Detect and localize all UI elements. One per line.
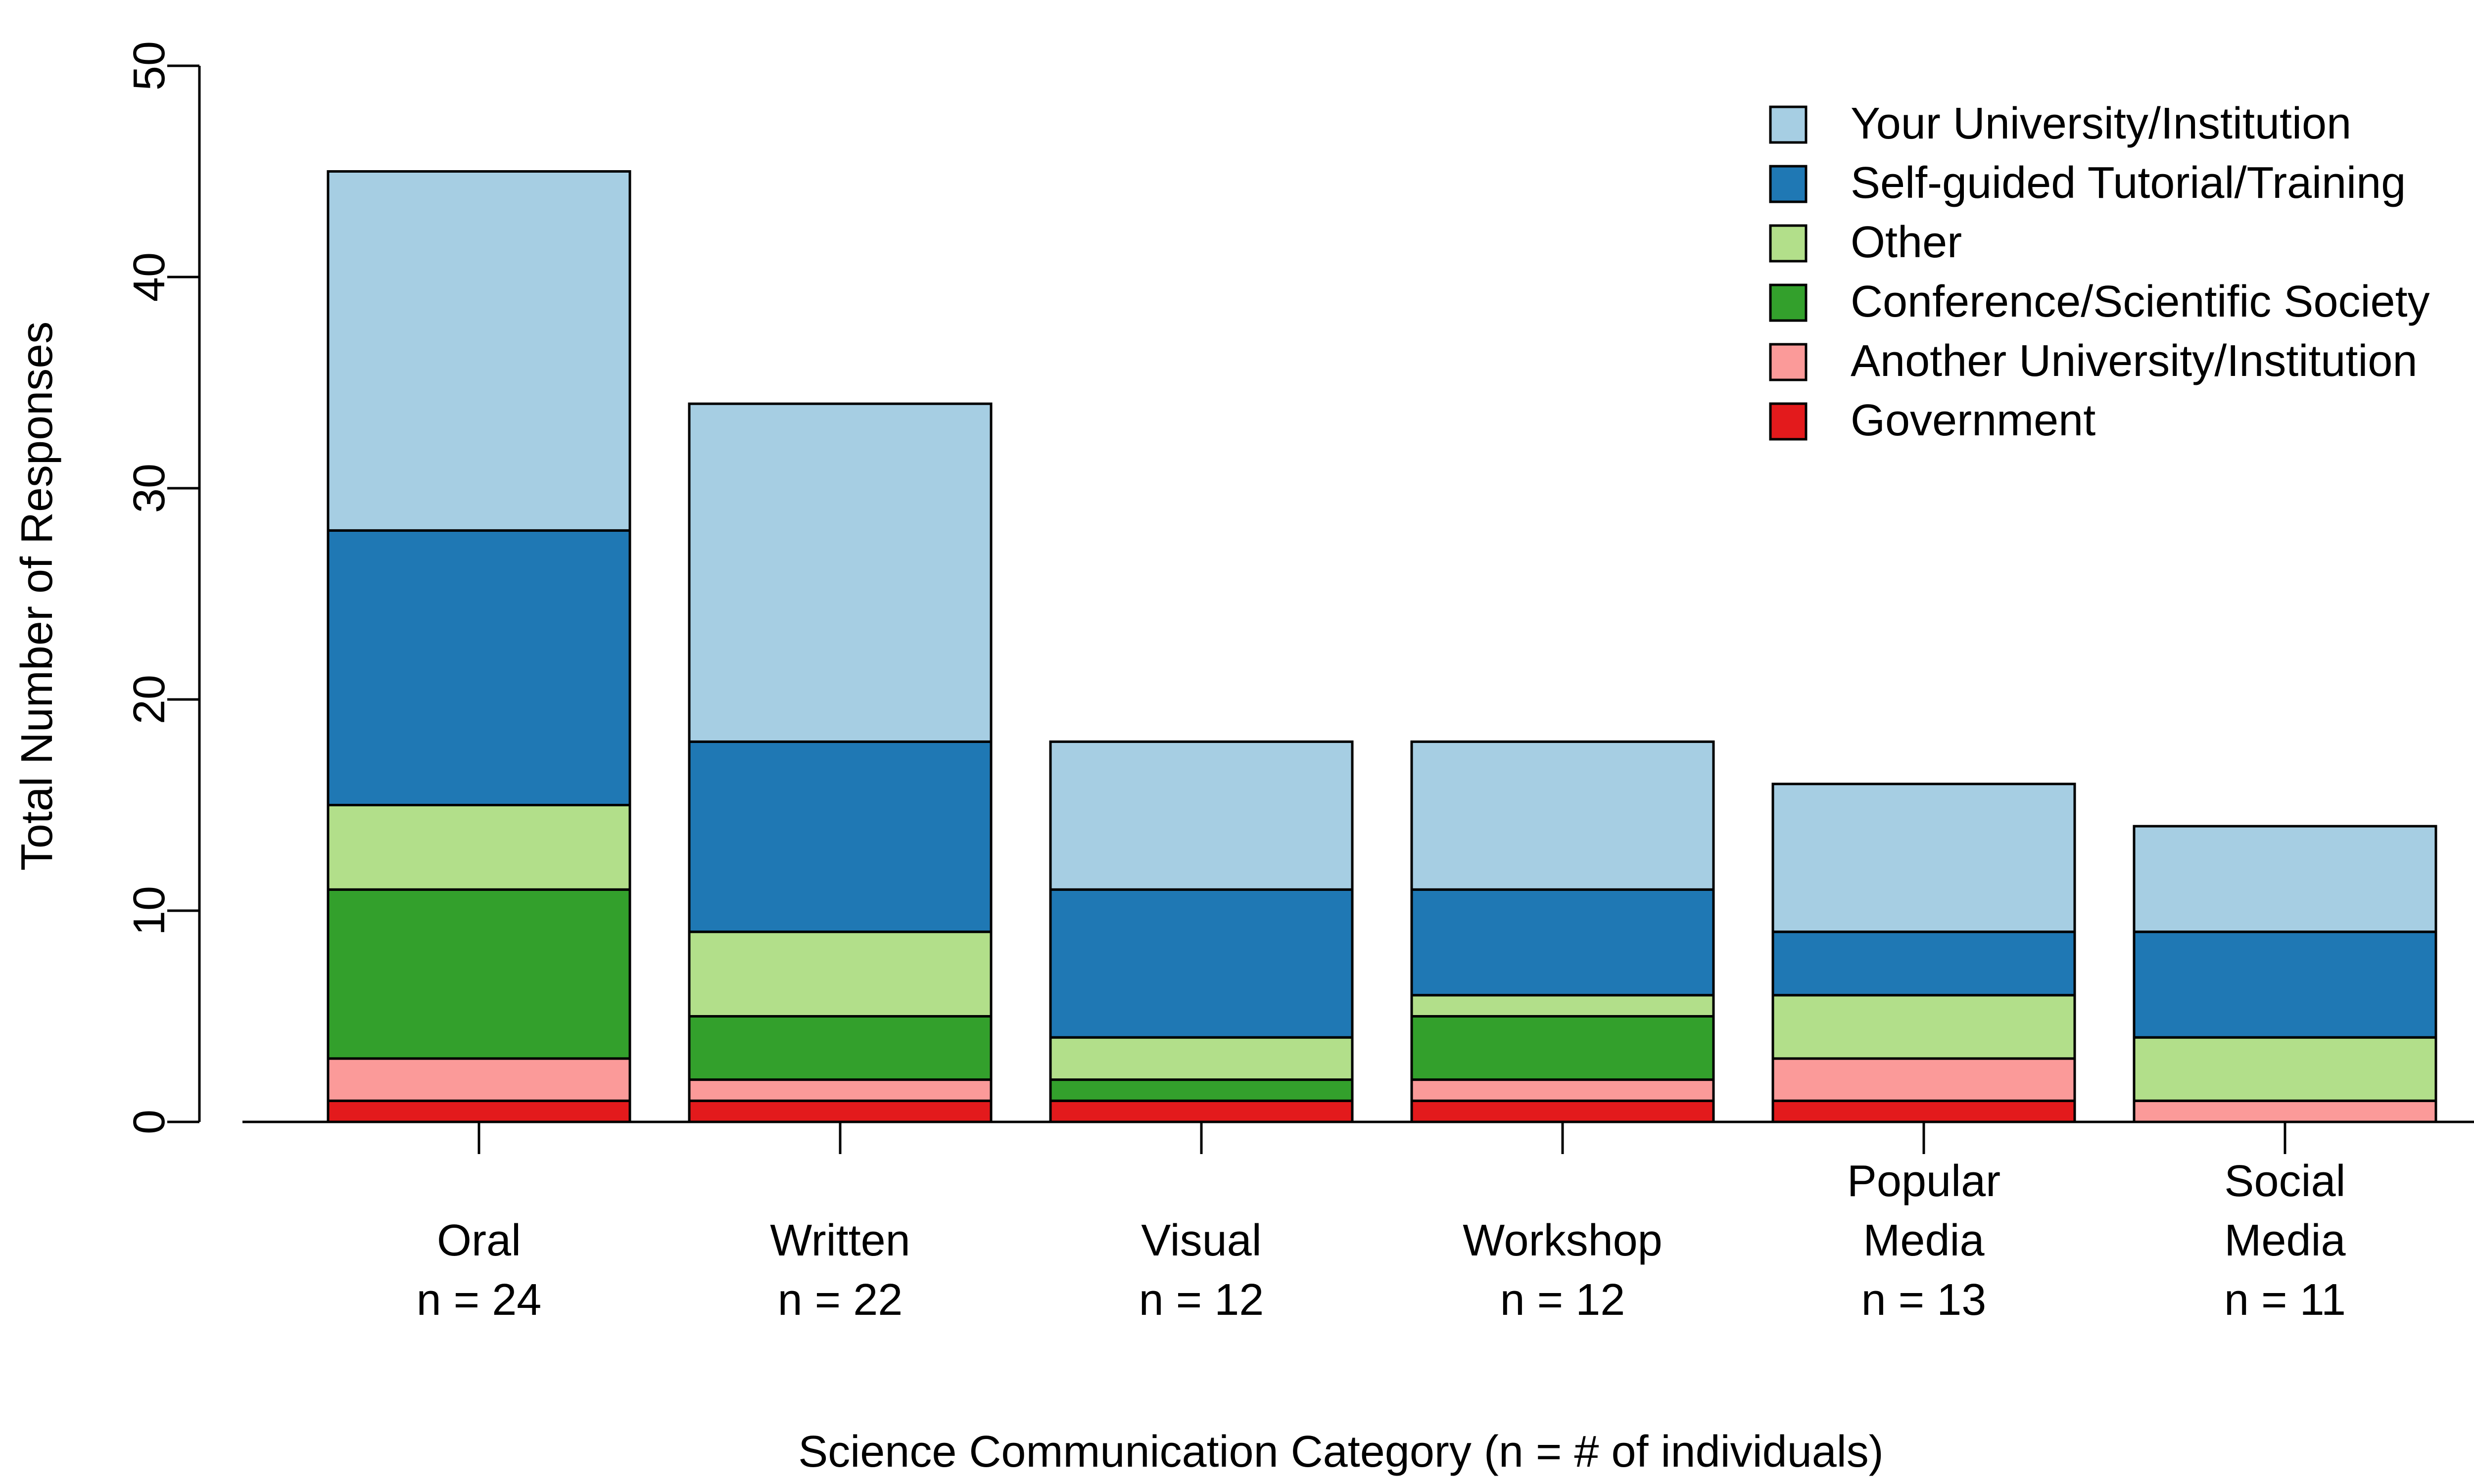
bar-segment [327, 1099, 631, 1123]
bar-segment [1049, 1099, 1354, 1123]
legend: Your University/Institution Self-guided T… [1769, 99, 2430, 445]
y-tick-label: 50 [125, 41, 174, 91]
legend-swatch [1769, 224, 1808, 263]
bar-segment [327, 170, 631, 532]
bar-segment [1410, 1078, 1715, 1102]
x-tick-label: Media [2224, 1216, 2346, 1265]
y-tick-label: 40 [125, 252, 174, 302]
legend-label: Your University/Institution [1851, 99, 2351, 148]
bar-segment [327, 529, 631, 806]
bar-segment [2133, 1099, 2437, 1123]
bar-segment [1049, 1078, 1354, 1102]
bar-segment [327, 888, 631, 1060]
axes-layer: 0 10 20 30 40 50 Oral n = 24 Written n = 22 Visual… [125, 41, 2474, 1325]
legend-swatch [1769, 283, 1808, 322]
legend-item: Another University/Institution [1769, 336, 2418, 386]
bar-segment [1410, 994, 1715, 1018]
x-tick-label: Media [1863, 1216, 1985, 1265]
x-tick-label: n = 24 [417, 1275, 542, 1325]
bar-segment [688, 740, 993, 933]
bar-segment [688, 1078, 993, 1102]
bar-segment [1771, 994, 2076, 1060]
legend-item: Government [1769, 396, 2095, 445]
legend-label: Conference/Scientific Society [1851, 277, 2430, 326]
legend-item: Other [1769, 218, 1962, 267]
bar-segment [1771, 783, 2076, 933]
x-tick-label: Visual [1141, 1216, 1262, 1265]
legend-label: Government [1851, 396, 2095, 445]
bar-segment [327, 804, 631, 891]
y-tick-label: 20 [125, 675, 174, 724]
bar-segment [1410, 1099, 1715, 1123]
x-tick-label: Popular [1847, 1157, 2000, 1206]
x-axis-label: Science Communication Category (n = # of… [798, 1427, 1884, 1477]
bar-segment [2133, 825, 2437, 933]
x-tick-label: Social [2224, 1157, 2345, 1206]
bar-segment [688, 1015, 993, 1081]
x-tick-label: Workshop [1463, 1216, 1663, 1265]
bar-segment [1410, 888, 1715, 997]
bar-segment [688, 402, 993, 743]
x-tick-label: n = 12 [1139, 1275, 1264, 1325]
x-tick-label: n = 12 [1500, 1275, 1625, 1325]
y-tick-label: 10 [125, 886, 174, 935]
bar-segment [1410, 740, 1715, 891]
legend-item: Conference/Scientific Society [1769, 277, 2430, 326]
bars-layer [327, 170, 2437, 1123]
y-axis-label: Total Number of Responses [12, 322, 62, 871]
legend-swatch [1769, 165, 1808, 203]
bar-segment [1771, 1057, 2076, 1102]
legend-swatch [1769, 402, 1808, 441]
bar-segment [688, 930, 993, 1018]
bar-segment [2133, 930, 2437, 1039]
bar-segment [1771, 930, 2076, 997]
x-tick-label: n = 13 [1861, 1275, 1987, 1325]
bar-segment [1410, 1015, 1715, 1081]
bar-segment [1771, 1099, 2076, 1123]
legend-item: Your University/Institution [1769, 99, 2351, 148]
bar-segment [2133, 1036, 2437, 1102]
bar-segment [1049, 1036, 1354, 1081]
x-tick-label: Written [770, 1216, 910, 1265]
y-tick-label: 30 [125, 464, 174, 513]
legend-swatch [1769, 343, 1808, 381]
bar-segment [688, 1099, 993, 1123]
x-tick-label: n = 22 [778, 1275, 903, 1325]
legend-label: Self-guided Tutorial/Training [1851, 158, 2406, 208]
legend-label: Another University/Institution [1851, 336, 2418, 386]
bar-segment [1049, 888, 1354, 1039]
legend-label: Other [1851, 218, 1962, 267]
legend-item: Self-guided Tutorial/Training [1769, 158, 2406, 208]
y-tick-label: 0 [125, 1110, 174, 1134]
bar-segment [1049, 740, 1354, 891]
bar-segment [327, 1057, 631, 1102]
x-tick-label: n = 11 [2224, 1275, 2346, 1325]
x-tick-label: Oral [437, 1216, 521, 1265]
legend-swatch [1769, 105, 1808, 144]
